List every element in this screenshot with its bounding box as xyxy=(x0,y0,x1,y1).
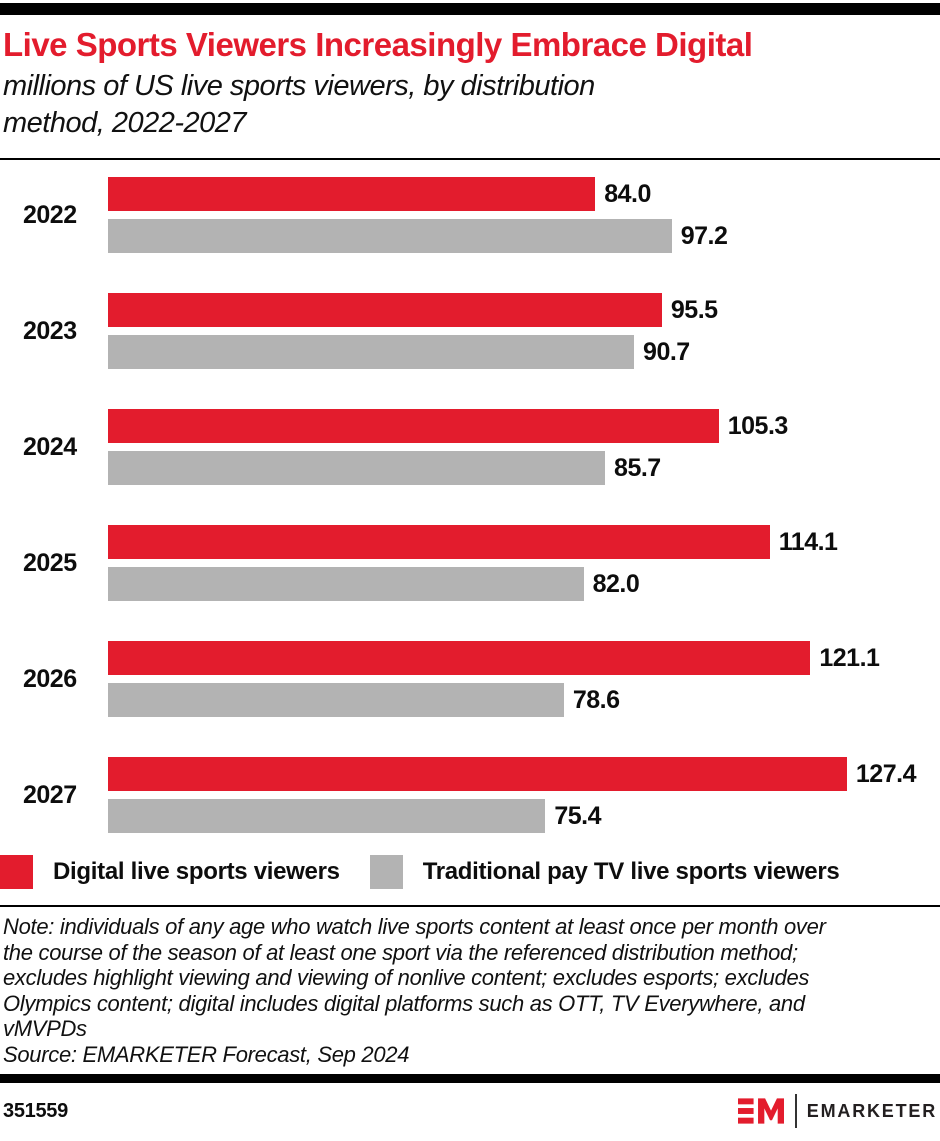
bar-pay-tv xyxy=(108,335,635,369)
value-label: 114.1 xyxy=(778,527,838,556)
value-label: 90.7 xyxy=(643,337,690,366)
chart-title: Live Sports Viewers Increasingly Embrace… xyxy=(3,26,753,63)
brand-name: EMARKETER xyxy=(806,1100,937,1121)
note-line: vMVPDs xyxy=(3,1016,87,1041)
bar-pay-tv xyxy=(108,219,672,253)
bar-row: 84.0 xyxy=(108,177,940,211)
legend-swatch xyxy=(369,855,403,889)
chart-year-group: 2022 84.0 97.2 xyxy=(0,177,940,253)
legend-label: Traditional pay TV live sports viewers xyxy=(422,858,840,885)
value-label: 127.4 xyxy=(855,759,917,788)
chart-subtitle-line-2: method, 2022-2027 xyxy=(3,107,247,139)
note-line: Note: individuals of any age who watch l… xyxy=(3,914,826,939)
emarketer-logo: EMARKETER xyxy=(737,1094,937,1128)
note-line: excludes highlight viewing and viewing o… xyxy=(3,965,810,990)
year-cell: 2027 xyxy=(0,757,108,833)
year-label: 2025 xyxy=(23,548,77,577)
value-label: 82.0 xyxy=(592,569,640,598)
bar-digital xyxy=(108,757,847,791)
bar-digital xyxy=(108,525,770,559)
bar-row: 114.1 xyxy=(108,525,940,559)
chart-footer: 351559 EMARKETER xyxy=(0,1094,940,1128)
bars-cell: 95.5 90.7 xyxy=(108,293,940,369)
chart-year-group: 2026 121.1 78.6 xyxy=(0,641,940,717)
bar-row: 95.5 xyxy=(108,293,940,327)
top-border-bar xyxy=(0,3,940,15)
bar-pay-tv xyxy=(108,799,546,833)
bar-row: 85.7 xyxy=(108,451,940,485)
value-label: 95.5 xyxy=(670,295,718,324)
value-label: 78.6 xyxy=(572,685,620,714)
bars-cell: 121.1 78.6 xyxy=(108,641,940,717)
bar-row: 105.3 xyxy=(108,409,940,443)
year-cell: 2025 xyxy=(0,525,108,601)
bars-cell: 84.0 97.2 xyxy=(108,177,940,253)
bar-digital xyxy=(108,409,719,443)
bar-pay-tv xyxy=(108,683,564,717)
value-label: 121.1 xyxy=(819,643,880,672)
note-line: the course of the season of at least one… xyxy=(3,939,798,965)
chart-header: Live Sports Viewers Increasingly Embrace… xyxy=(0,26,940,142)
legend-label: Digital live sports viewers xyxy=(53,858,340,885)
chart-year-group: 2027 127.4 75.4 xyxy=(0,757,940,833)
year-cell: 2022 xyxy=(0,177,108,253)
bars-cell: 127.4 75.4 xyxy=(108,757,940,833)
emarketer-em-icon xyxy=(737,1098,784,1124)
year-label: 2022 xyxy=(23,200,77,229)
year-label: 2026 xyxy=(23,664,77,693)
source-line: Source: EMARKETER Forecast, Sep 2024 xyxy=(3,1041,410,1067)
year-label: 2024 xyxy=(23,432,77,461)
legend-item: Traditional pay TV live sports viewers xyxy=(369,855,840,889)
footer-border-bar xyxy=(0,1074,940,1083)
chart-year-group: 2024 105.3 85.7 xyxy=(0,409,940,485)
year-label: 2023 xyxy=(23,316,77,345)
year-cell: 2023 xyxy=(0,293,108,369)
legend-item: Digital live sports viewers xyxy=(0,855,340,889)
value-label: 84.0 xyxy=(604,179,651,208)
bar-row: 121.1 xyxy=(108,641,940,675)
bar-row: 82.0 xyxy=(108,567,940,601)
year-cell: 2026 xyxy=(0,641,108,717)
chart-legend: Digital live sports viewers Traditional p… xyxy=(0,855,940,889)
bar-digital xyxy=(108,293,662,327)
chart-id: 351559 xyxy=(3,1099,68,1122)
year-cell: 2024 xyxy=(0,409,108,485)
value-label: 85.7 xyxy=(614,453,661,482)
chart-year-group: 2023 95.5 90.7 xyxy=(0,293,940,369)
note-line: Olympics content; digital includes digit… xyxy=(3,990,805,1016)
logo-divider xyxy=(794,1094,797,1128)
bar-row: 78.6 xyxy=(108,683,940,717)
bar-row: 97.2 xyxy=(108,219,940,253)
header-divider xyxy=(0,158,940,160)
year-label: 2027 xyxy=(23,780,77,809)
note-divider xyxy=(0,905,940,907)
bars-cell: 105.3 85.7 xyxy=(108,409,940,485)
legend-swatch xyxy=(0,855,33,889)
bar-row: 90.7 xyxy=(108,335,940,369)
bar-digital xyxy=(108,177,596,211)
bar-digital xyxy=(108,641,811,675)
value-label: 105.3 xyxy=(727,411,789,440)
bar-chart: 2022 84.0 97.2 2023 95.5 90.7 2024 105.3 85.7 202… xyxy=(0,177,940,833)
value-label: 75.4 xyxy=(554,801,601,830)
chart-year-group: 2025 114.1 82.0 xyxy=(0,525,940,601)
bar-row: 75.4 xyxy=(108,799,940,833)
value-label: 97.2 xyxy=(680,221,728,250)
bar-pay-tv xyxy=(108,451,606,485)
chart-subtitle-line-1: millions of US live sports viewers, by d… xyxy=(3,70,595,102)
chart-note: Note: individuals of any age who watch l… xyxy=(0,914,940,1067)
bars-cell: 114.1 82.0 xyxy=(108,525,940,601)
bar-pay-tv xyxy=(108,567,584,601)
bar-row: 127.4 xyxy=(108,757,940,791)
